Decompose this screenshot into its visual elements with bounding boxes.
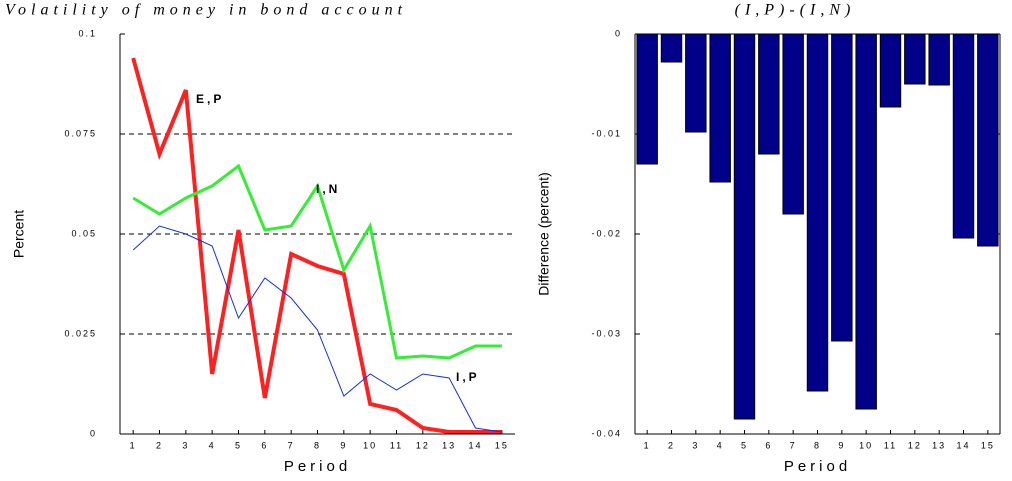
y-axis-label: Percent [11, 210, 27, 258]
chart-title: Volatility of money in bond account [5, 2, 407, 19]
x-tick-label: 15 [495, 440, 509, 450]
x-tick-label: 3 [692, 440, 699, 450]
x-tick-label: 6 [261, 440, 268, 450]
x-tick-label: 7 [790, 440, 797, 450]
series-label: I,P [456, 370, 480, 384]
x-tick-label: 9 [838, 440, 845, 450]
y-tick-label: 0.075 [64, 128, 97, 138]
x-tick-label: 2 [156, 440, 163, 450]
bar [733, 33, 756, 420]
x-tick-label: 2 [668, 440, 675, 450]
x-tick-label: 10 [859, 440, 873, 450]
line-series [132, 225, 502, 433]
y-axis-label: Difference (percent) [536, 172, 552, 295]
x-tick-label: 13 [932, 440, 946, 450]
bar [831, 33, 853, 342]
bar [806, 33, 829, 392]
x-tick-label: 8 [314, 440, 321, 450]
y-tick-label: -0.03 [591, 328, 622, 338]
bar [709, 33, 731, 183]
x-tick-label: 12 [908, 440, 922, 450]
x-tick-label: 11 [390, 440, 403, 450]
x-tick-label: 14 [956, 440, 970, 450]
x-tick-label: 10 [363, 440, 377, 450]
bar [636, 33, 658, 165]
x-tick-label: 1 [130, 440, 137, 450]
y-tick-label: -0.02 [591, 228, 622, 238]
series-label: E,P [196, 92, 224, 106]
bar [977, 33, 999, 247]
x-tick-label: 1 [644, 440, 651, 450]
y-tick-label: -0.01 [591, 128, 622, 138]
bar [782, 33, 804, 215]
bar [928, 33, 950, 86]
x-tick-label: 5 [741, 440, 748, 450]
bar [685, 33, 707, 133]
bar [758, 33, 780, 155]
line-series [132, 163, 502, 360]
x-tick-label: 14 [468, 440, 482, 450]
y-tick-label: 0.025 [64, 328, 97, 338]
y-tick-label: 0 [615, 28, 622, 38]
x-tick-label: 4 [209, 440, 216, 450]
y-tick-label: 0.1 [78, 28, 97, 38]
x-tick-label: 5 [235, 440, 242, 450]
x-tick-label: 12 [416, 440, 430, 450]
y-tick-label: 0 [90, 428, 97, 438]
x-tick-label: 8 [814, 440, 821, 450]
x-tick-label: 6 [765, 440, 772, 450]
line-series [131, 57, 502, 434]
x-axis-label: Period [284, 458, 351, 475]
x-tick-label: 11 [884, 440, 897, 450]
x-tick-label: 3 [182, 440, 189, 450]
bar [855, 33, 877, 410]
x-tick-label: 13 [442, 440, 456, 450]
x-tick-label: 4 [717, 440, 724, 450]
y-tick-label: 0.05 [71, 228, 97, 238]
x-axis-label: Period [784, 458, 851, 475]
series-label: I,N [316, 182, 340, 196]
x-tick-label: 15 [981, 440, 995, 450]
bar [904, 33, 926, 85]
x-tick-label: 7 [288, 440, 295, 450]
bar [952, 33, 975, 239]
bar [660, 33, 683, 63]
bar [879, 33, 902, 108]
x-tick-label: 9 [340, 440, 347, 450]
y-tick-label: -0.04 [591, 428, 622, 438]
chart-title: (I,P)-(I,N) [735, 2, 856, 19]
